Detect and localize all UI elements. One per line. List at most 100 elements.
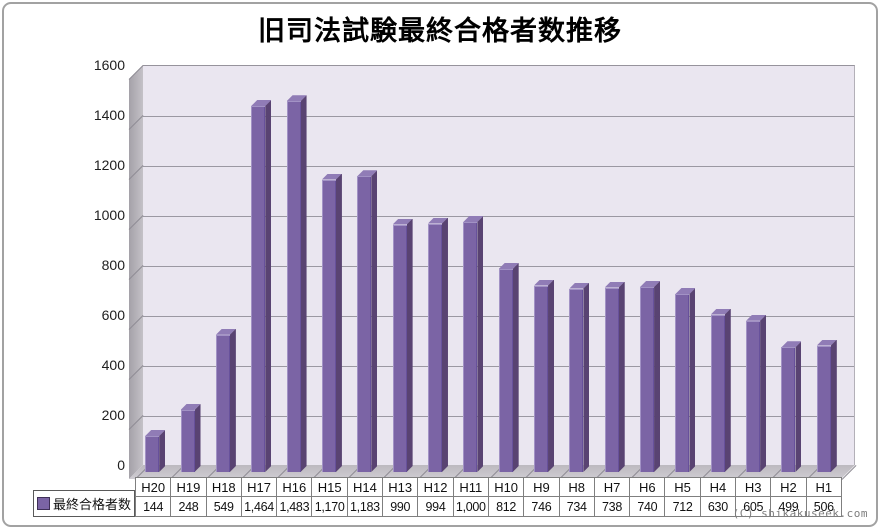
bar-top-face (710, 308, 731, 315)
bar-side-face (442, 218, 448, 473)
category-cell: H8 (560, 478, 595, 496)
bar-front-face (675, 294, 690, 472)
bar (145, 430, 166, 472)
category-cell: H7 (595, 478, 631, 496)
bar-side-face (513, 263, 519, 472)
gridline (143, 216, 854, 217)
bar-side-face (831, 340, 837, 473)
bar-top-face (251, 100, 272, 106)
y-axis-label: 1200 (93, 157, 125, 173)
bar (215, 328, 236, 472)
bar-top-face (746, 314, 767, 321)
category-cell: H6 (630, 478, 666, 496)
bar-front-face (392, 224, 407, 472)
bar (463, 216, 484, 472)
watermark: (C) shikakuseek.com (732, 507, 868, 520)
value-cell: 734 (560, 497, 595, 516)
value-cell: 738 (595, 497, 631, 516)
bar-top-face (286, 95, 307, 102)
bar (640, 281, 661, 472)
bar-side-face (654, 281, 660, 472)
bar-side-face (159, 430, 165, 472)
bar (534, 279, 555, 472)
category-cell: H20 (136, 478, 172, 496)
value-cell: 712 (665, 497, 701, 516)
bar-side-face (795, 341, 801, 472)
value-cell: 1,000 (454, 497, 489, 516)
category-cell: H17 (242, 478, 278, 496)
bar-top-face (215, 328, 236, 335)
y-axis-label: 1400 (93, 107, 125, 123)
y-axis-label: 1600 (93, 57, 125, 73)
gridline (143, 116, 854, 117)
category-cell: H11 (454, 478, 489, 496)
category-cell: H19 (171, 478, 207, 496)
value-cell: 499 (771, 497, 807, 516)
bar-front-face (321, 179, 336, 472)
bar-top-face (604, 281, 625, 288)
category-cell: H13 (383, 478, 419, 496)
value-row: 144 248 549 1,464 1,483 1,170 1,183 990 994 1,000… (135, 496, 842, 517)
bar-side-face (689, 288, 695, 472)
category-cell: H14 (348, 478, 384, 496)
category-cell: H2 (771, 478, 807, 496)
bar-front-face (498, 269, 513, 472)
y-axis-label: 0 (117, 457, 125, 473)
bar-top-face (321, 173, 342, 180)
value-cell: 1,464 (242, 497, 278, 516)
category-cell: H12 (418, 478, 454, 496)
bar-top-face (640, 281, 661, 287)
category-row: H20 H19 H18 H17 H16 H15 H14 H13 H12 H11 H10 H9 H8 H7 H… (135, 477, 842, 496)
category-cell: H16 (277, 478, 313, 496)
y-axis-label: 1000 (93, 207, 125, 223)
gridline (143, 166, 854, 167)
value-cell: 506 (807, 497, 842, 516)
value-cell: 990 (383, 497, 419, 516)
category-cell: H15 (312, 478, 348, 496)
bar (604, 281, 625, 473)
y-axis-label: 800 (101, 257, 125, 273)
bar-front-face (357, 176, 372, 472)
y-axis-label: 200 (101, 407, 125, 423)
bar (816, 339, 837, 473)
category-cell: H18 (207, 478, 242, 496)
bar-front-face (215, 334, 230, 472)
bar-front-face (816, 345, 831, 472)
category-cell: H9 (524, 478, 560, 496)
bar-top-face (498, 263, 519, 269)
value-cell: 144 (136, 497, 172, 516)
value-cell: 746 (524, 497, 560, 516)
bar-side-face (301, 95, 307, 472)
bar (427, 217, 448, 473)
bar (286, 95, 307, 472)
bar-side-face (230, 329, 236, 472)
gridline (143, 316, 854, 317)
bar-front-face (180, 410, 195, 472)
bar-top-face (463, 216, 484, 222)
y-axis-label: 600 (101, 307, 125, 323)
bar-side-face (619, 282, 625, 473)
bar (321, 173, 342, 472)
bar-front-face (569, 288, 584, 472)
bar-top-face (675, 288, 696, 294)
bar-front-face (604, 287, 619, 472)
value-cell: 248 (171, 497, 207, 516)
bar-side-face (371, 170, 377, 472)
bar-top-face (534, 279, 555, 286)
bar (498, 263, 519, 472)
bar (675, 288, 696, 472)
value-cell: 1,170 (312, 497, 348, 516)
value-cell: 1,183 (348, 497, 384, 516)
category-cell: H1 (807, 478, 842, 496)
value-cell: 994 (418, 497, 454, 516)
category-cell: H5 (665, 478, 701, 496)
category-cell: H3 (736, 478, 772, 496)
gridline (143, 416, 854, 417)
bar-side-face (195, 404, 201, 472)
bar-top-face (145, 430, 166, 436)
value-cell: 549 (207, 497, 242, 516)
value-cell: 605 (736, 497, 772, 516)
bar-top-face (392, 218, 413, 225)
legend: 最終合格者数 (33, 490, 135, 517)
category-cell: H4 (701, 478, 737, 496)
